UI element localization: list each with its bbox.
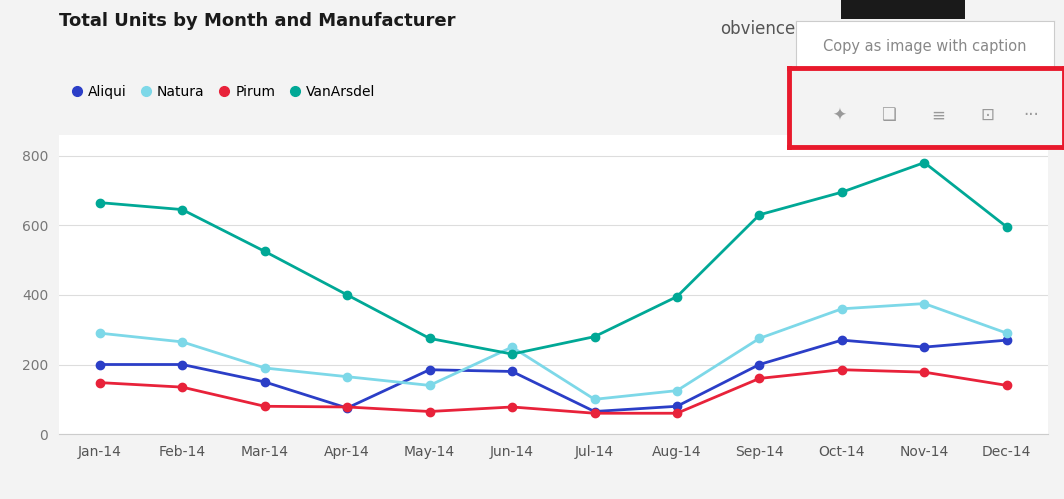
Text: ≡: ≡: [931, 106, 945, 124]
Text: ⊡: ⊡: [980, 106, 994, 124]
Text: ❑: ❑: [881, 106, 896, 124]
Legend: Aliqui, Natura, Pirum, VanArsdel: Aliqui, Natura, Pirum, VanArsdel: [66, 79, 381, 104]
Text: obvience: obvience: [720, 20, 796, 38]
Text: Copy as image with caption: Copy as image with caption: [824, 39, 1027, 54]
Text: ✦: ✦: [832, 106, 846, 124]
Text: Total Units by Month and Manufacturer: Total Units by Month and Manufacturer: [59, 12, 455, 30]
Text: ···: ···: [1024, 106, 1038, 124]
Polygon shape: [899, 76, 921, 103]
